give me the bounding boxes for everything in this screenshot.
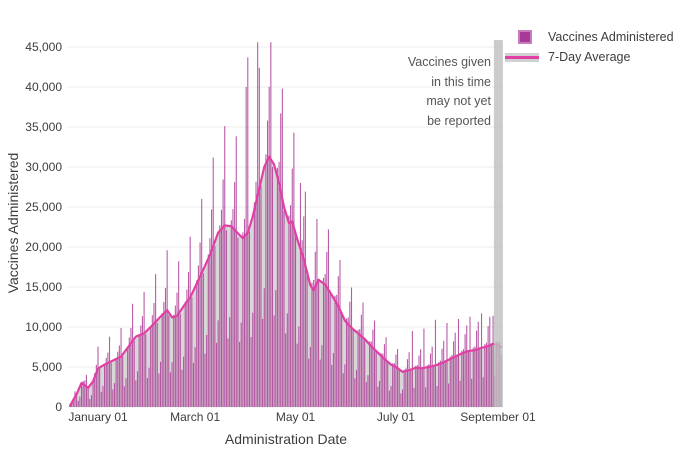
y-tick-label: 40,000 — [25, 80, 62, 94]
y-tick-label: 20,000 — [25, 240, 62, 254]
legend-label-vaccines: Vaccines Administered — [548, 30, 674, 44]
legend-label-average: 7-Day Average — [548, 50, 631, 64]
y-tick-label: 35,000 — [25, 120, 62, 134]
x-tick-label: January 01 — [68, 410, 128, 424]
x-tick-label: March 01 — [170, 410, 221, 424]
x-tick-label: September 01 — [460, 410, 536, 424]
y-tick-label: 30,000 — [25, 160, 62, 174]
annotation-line: may not yet — [426, 94, 491, 108]
legend-item-vaccines-administered[interactable]: Vaccines Administered — [505, 27, 674, 47]
y-tick-label: 25,000 — [25, 200, 62, 214]
bar-swatch-box — [505, 30, 541, 44]
unreported-annotation: Vaccines given in this time may not yet … — [408, 53, 491, 131]
y-tick-label: 45,000 — [25, 40, 62, 54]
avg-area-fill — [70, 156, 502, 407]
line-swatch-icon — [505, 52, 539, 62]
legend-item-7-day-average[interactable]: 7-Day Average — [505, 47, 674, 67]
x-axis-title: Administration Date — [224, 431, 348, 447]
annotation-line: in this time — [431, 74, 491, 89]
avg-line — [68, 155, 503, 407]
legend: Vaccines Administered 7-Day Average — [505, 27, 674, 67]
y-tick-label: 10,000 — [25, 320, 62, 334]
bar-swatch-icon — [518, 30, 532, 44]
y-tick-label: 0 — [55, 400, 62, 414]
y-tick-label: 15,000 — [25, 280, 62, 294]
x-tick-label: July 01 — [376, 410, 415, 424]
annotation-line: be reported — [427, 113, 491, 128]
annotation-line: Vaccines given — [407, 55, 491, 69]
x-tick-label: May 01 — [275, 410, 316, 424]
y-tick-label: 5,000 — [31, 360, 62, 374]
line-swatch-box — [505, 52, 541, 62]
unreported-zone-bar — [493, 40, 503, 407]
